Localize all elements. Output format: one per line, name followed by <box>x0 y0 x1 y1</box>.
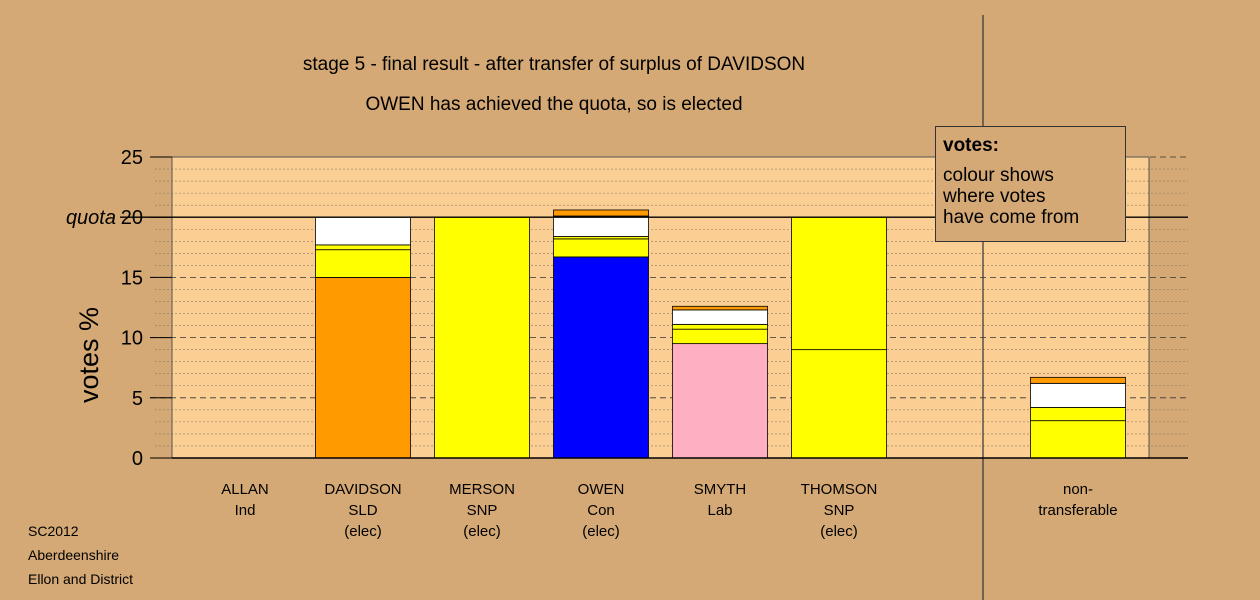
x-tick-label: DAVIDSON <box>324 481 401 498</box>
bar-segment <box>553 209 649 217</box>
bar-segment <box>1030 407 1126 422</box>
x-tick-label: Con <box>587 502 615 519</box>
x-tick-label: SNP <box>467 502 498 519</box>
x-tick-label: transferable <box>1038 502 1117 519</box>
chart-title: stage 5 - final result - after transfer … <box>302 54 806 75</box>
bar-segment <box>315 276 411 459</box>
bar-segment <box>791 216 887 351</box>
bar-segment <box>1030 376 1126 384</box>
y-tick-label: 5 <box>132 388 143 410</box>
x-tick-label: SMYTH <box>694 481 747 498</box>
y-axis-ticks: 0 5 10 15 20 25 <box>121 147 172 470</box>
x-tick-label: OWEN <box>578 481 625 498</box>
footer-year: SC2012 <box>28 523 79 539</box>
quota-label: quota <box>66 207 116 229</box>
legend-title: votes: <box>943 135 999 156</box>
bar-segment <box>315 216 411 246</box>
y-tick-label: 0 <box>132 448 143 470</box>
chart-subtitle: OWEN has achieved the quota, so is elect… <box>365 94 743 115</box>
footer-council: Aberdeenshire <box>28 547 120 563</box>
bar-segment <box>553 256 649 459</box>
x-tick-label: ALLAN <box>221 481 269 498</box>
x-tick-label: MERSON <box>449 481 515 498</box>
bar-segment <box>553 215 649 237</box>
bar-segment <box>1030 420 1126 459</box>
legend-text: colour shows where votes have come from <box>943 165 1080 228</box>
x-tick-label: SLD <box>348 502 377 519</box>
x-tick-label: Ind <box>235 502 256 519</box>
x-tick-label: (elec) <box>344 523 382 540</box>
bar-stacks <box>315 209 1126 459</box>
x-tick-label: (elec) <box>820 523 858 540</box>
bar-segment <box>553 238 649 258</box>
footer-ward: Ellon and District <box>28 571 134 587</box>
bar-segment <box>672 305 768 311</box>
x-tick-label: (elec) <box>582 523 620 540</box>
y-tick-label: 20 <box>121 207 143 229</box>
y-tick-label: 15 <box>121 267 143 289</box>
bar-segment <box>315 244 411 251</box>
bar-segment <box>434 216 530 459</box>
bar-segment <box>672 328 768 345</box>
y-tick-label: 10 <box>121 328 143 350</box>
x-tick-label: (elec) <box>463 523 501 540</box>
bar-segment <box>672 309 768 325</box>
x-axis-labels: ALLAN Ind DAVIDSON SLD (elec) MERSON SNP (elec)… <box>221 481 1117 540</box>
y-axis-label: votes % <box>74 307 104 403</box>
legend-box: votes: colour shows where votes have com… <box>935 126 1126 242</box>
bar-segment <box>315 249 411 278</box>
bar-segment <box>672 323 768 330</box>
x-tick-label: SNP <box>824 502 855 519</box>
x-tick-label: Lab <box>707 502 732 519</box>
bar-segment <box>1030 382 1126 408</box>
x-tick-label: THOMSON <box>801 481 878 498</box>
y-tick-label: 25 <box>121 147 143 169</box>
bar-segment <box>672 343 768 459</box>
bar-segment <box>791 349 887 459</box>
x-tick-label: non- <box>1063 481 1093 498</box>
